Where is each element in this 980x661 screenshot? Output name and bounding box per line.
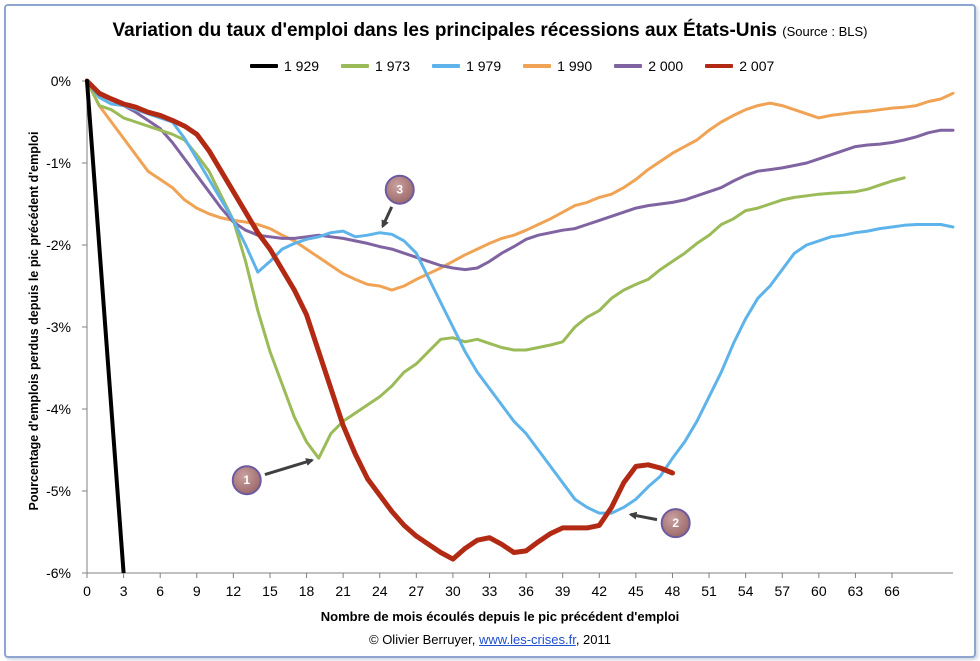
legend-swatch <box>432 64 461 68</box>
y-tick-label: -4% <box>46 401 71 417</box>
copyright-year: , 2011 <box>575 632 611 647</box>
x-axis-label-text: Nombre de mois écoulés depuis le pic pré… <box>320 609 680 624</box>
legend-item: 1 990 <box>523 58 592 74</box>
chart-legend: 1 929 1 973 1 979 1 990 2 000 2 007 <box>250 57 796 75</box>
legend-label: 2 000 <box>648 58 684 74</box>
annotation-bubble <box>660 508 691 539</box>
series-line-2007 <box>85 78 675 562</box>
annotation-bubble <box>384 174 415 205</box>
legend-label: 1 990 <box>557 58 593 74</box>
x-tick-label: 12 <box>226 583 242 599</box>
y-tick-label: -3% <box>46 319 71 335</box>
x-tick-label: 27 <box>409 583 425 599</box>
x-tick-label: 66 <box>884 583 900 599</box>
series-line-2000 <box>85 79 955 272</box>
x-tick-label: 9 <box>193 583 201 599</box>
copyright-footer: © Olivier Berruyer, www.les-crises.fr, 2… <box>0 632 980 647</box>
legend-swatch <box>705 64 734 68</box>
x-tick-label: 30 <box>445 583 461 599</box>
legend-swatch <box>614 64 643 68</box>
legend-swatch <box>341 64 370 68</box>
x-tick-label: 57 <box>774 583 790 599</box>
annotation-label: 3 <box>396 183 403 197</box>
x-tick-label: 18 <box>299 583 315 599</box>
x-tick-label: 48 <box>665 583 681 599</box>
series-line-1979 <box>85 79 955 515</box>
x-tick-label: 42 <box>591 583 607 599</box>
y-tick-label: -5% <box>46 483 71 499</box>
legend-item: 2 000 <box>614 58 683 74</box>
x-axis-label: Nombre de mois écoulés depuis le pic pré… <box>0 609 980 624</box>
chart-subtitle: (Source : BLS) <box>782 24 868 39</box>
x-tick-label: 15 <box>262 583 278 599</box>
x-tick-label: 24 <box>372 583 388 599</box>
x-tick-label: 3 <box>120 583 128 599</box>
legend-swatch <box>523 64 552 68</box>
legend-label: 1 979 <box>466 58 502 74</box>
x-tick-label: 33 <box>482 583 498 599</box>
legend-label: 2 007 <box>739 58 775 74</box>
y-tick-label: -6% <box>46 565 71 581</box>
x-tick-label: 39 <box>555 583 571 599</box>
annotation-label: 1 <box>243 473 250 487</box>
series-line-1929 <box>85 79 126 573</box>
legend-swatch <box>250 64 278 68</box>
legend-label: 1 929 <box>284 58 320 74</box>
chart-title: Variation du taux d'emploi dans les prin… <box>0 20 980 42</box>
legend-item: 1 929 <box>250 58 319 74</box>
legend-item: 1 973 <box>341 58 410 74</box>
annotation-arrow <box>381 206 394 229</box>
x-tick-label: 51 <box>701 583 717 599</box>
legend-item: 1 979 <box>432 58 501 74</box>
x-tick-label: 54 <box>738 583 754 599</box>
annotation-arrow <box>628 511 658 522</box>
legend-label: 1 973 <box>375 58 411 74</box>
copyright-prefix: © Olivier Berruyer, <box>369 632 476 647</box>
x-tick-label: 6 <box>156 583 164 599</box>
x-tick-label: 60 <box>811 583 827 599</box>
source-link[interactable]: www.les-crises.fr <box>479 632 576 647</box>
x-tick-label: 63 <box>848 583 864 599</box>
x-tick-label: 21 <box>335 583 351 599</box>
series-line-1973 <box>85 79 906 460</box>
x-tick-label: 0 <box>83 583 91 599</box>
y-tick-label: 0% <box>51 73 71 89</box>
annotation-bubble <box>231 465 262 496</box>
x-tick-label: 36 <box>518 583 534 599</box>
x-tick-label: 45 <box>628 583 644 599</box>
annotation-arrow <box>264 458 315 477</box>
annotation-label: 2 <box>672 516 679 530</box>
legend-item: 2 007 <box>705 58 774 74</box>
chart-frame <box>4 4 976 658</box>
y-tick-label: -1% <box>46 155 71 171</box>
y-tick-label: -2% <box>46 237 71 253</box>
chart-title-text: Variation du taux d'emploi dans les prin… <box>112 20 777 41</box>
